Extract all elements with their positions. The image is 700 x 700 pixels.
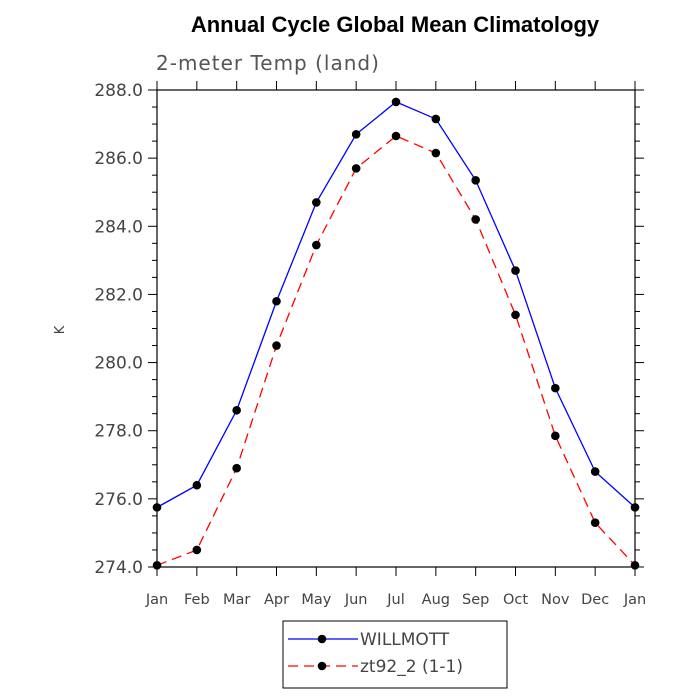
data-point-zt92 bbox=[351, 164, 361, 173]
data-point-zt92 bbox=[551, 431, 560, 441]
y-axis-label: K bbox=[53, 325, 68, 334]
data-point-willmott bbox=[152, 503, 162, 512]
y-tick-label: 280.0 bbox=[94, 354, 143, 374]
x-tick-label: Feb bbox=[184, 592, 210, 608]
data-point-willmott bbox=[630, 503, 640, 512]
x-tick-label: May bbox=[301, 592, 331, 608]
legend-label-willmott: WILLMOTT bbox=[360, 630, 450, 650]
series-line-willmott bbox=[156, 101, 636, 508]
legend-marker-zt92 bbox=[317, 661, 327, 671]
data-point-willmott bbox=[391, 97, 401, 107]
data-point-zt92 bbox=[192, 545, 202, 555]
data-point-willmott bbox=[351, 129, 361, 139]
data-point-zt92 bbox=[152, 560, 162, 570]
x-tick-label: Jul bbox=[386, 592, 405, 608]
data-point-zt92 bbox=[312, 240, 321, 250]
legend-box bbox=[282, 620, 508, 689]
x-tick-label: Mar bbox=[223, 592, 250, 608]
data-point-zt92 bbox=[511, 310, 520, 320]
data-point-willmott bbox=[551, 383, 560, 393]
x-tick-label: Sep bbox=[462, 592, 489, 608]
data-point-willmott bbox=[511, 266, 520, 275]
plot-frame bbox=[156, 89, 636, 568]
x-tick-label: Oct bbox=[503, 592, 528, 608]
data-point-zt92 bbox=[471, 215, 480, 224]
data-point-willmott bbox=[431, 114, 441, 124]
data-point-zt92 bbox=[431, 148, 441, 158]
data-point-zt92 bbox=[272, 341, 281, 350]
chart-subtitle: 2-meter Temp (land) bbox=[156, 51, 380, 75]
data-point-willmott bbox=[272, 296, 281, 306]
data-point-zt92 bbox=[590, 518, 600, 528]
chart-title: Annual Cycle Global Mean Climatology bbox=[191, 12, 600, 37]
data-point-willmott bbox=[192, 480, 202, 490]
data-point-willmott bbox=[232, 405, 241, 415]
x-tick-label: Jan bbox=[145, 592, 168, 608]
x-tick-label: Aug bbox=[422, 592, 450, 608]
y-tick-label: 278.0 bbox=[94, 422, 143, 442]
x-tick-label: Jun bbox=[344, 592, 368, 608]
x-tick-label: Nov bbox=[541, 592, 570, 608]
y-tick-label: 274.0 bbox=[94, 558, 143, 578]
x-tick-label: Dec bbox=[581, 592, 609, 608]
y-tick-label: 276.0 bbox=[94, 490, 143, 510]
data-point-zt92 bbox=[630, 560, 640, 570]
legend-marker-willmott bbox=[317, 634, 327, 644]
x-tick-label: Apr bbox=[264, 592, 289, 608]
data-point-willmott bbox=[471, 175, 480, 185]
data-point-willmott bbox=[590, 467, 600, 476]
data-point-willmott bbox=[312, 198, 321, 207]
y-tick-label: 282.0 bbox=[94, 285, 143, 305]
series-line-zt92 bbox=[156, 135, 636, 566]
data-point-zt92 bbox=[391, 131, 401, 141]
y-tick-label: 284.0 bbox=[94, 217, 143, 237]
y-tick-label: 286.0 bbox=[94, 149, 143, 169]
y-tick-label: 288.0 bbox=[94, 81, 143, 101]
x-tick-label: Jan bbox=[623, 592, 646, 608]
legend-label-zt92: zt92_2 (1-1) bbox=[360, 657, 463, 677]
data-point-zt92 bbox=[232, 463, 241, 473]
